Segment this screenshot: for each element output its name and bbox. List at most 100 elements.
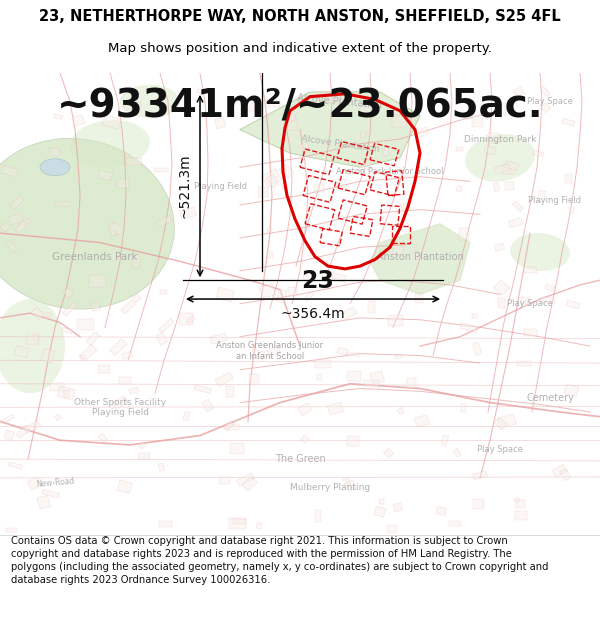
Bar — [315, 360, 331, 368]
Bar — [337, 141, 369, 164]
Bar — [42, 489, 60, 498]
Text: Anston Park Junior School: Anston Park Junior School — [336, 168, 444, 176]
Bar — [569, 207, 574, 213]
Bar — [2, 414, 14, 423]
Bar — [89, 274, 106, 287]
Text: Anston Plantation: Anston Plantation — [377, 252, 463, 262]
Bar — [287, 120, 297, 129]
Bar — [445, 102, 450, 112]
Bar — [249, 374, 259, 383]
Text: ~521.3m: ~521.3m — [178, 154, 192, 218]
Bar — [395, 354, 403, 359]
Bar — [501, 103, 506, 114]
Bar — [34, 335, 39, 341]
Bar — [210, 333, 227, 344]
Bar — [158, 318, 174, 333]
Bar — [508, 218, 523, 227]
Text: Play Space: Play Space — [527, 97, 573, 106]
Bar — [537, 190, 546, 202]
Bar — [566, 300, 580, 309]
Bar — [23, 421, 41, 434]
Bar — [514, 498, 520, 502]
Bar — [302, 274, 310, 283]
Bar — [262, 169, 282, 187]
Bar — [298, 402, 313, 416]
Text: ~356.4m: ~356.4m — [281, 307, 346, 321]
Ellipse shape — [70, 120, 150, 168]
Bar — [251, 349, 265, 359]
Bar — [256, 522, 262, 529]
Bar — [497, 414, 517, 428]
Bar — [117, 179, 129, 188]
Bar — [15, 221, 28, 233]
Bar — [62, 301, 78, 316]
Text: Play Space: Play Space — [507, 299, 553, 308]
Bar — [350, 216, 373, 236]
Bar — [545, 284, 555, 291]
Bar — [517, 361, 531, 366]
Bar — [259, 284, 275, 298]
Bar — [303, 176, 336, 203]
Bar — [397, 408, 404, 415]
Bar — [541, 297, 555, 302]
Bar — [215, 372, 234, 387]
Bar — [129, 388, 139, 394]
Bar — [267, 346, 281, 358]
Text: 23: 23 — [302, 269, 334, 293]
Bar — [55, 202, 70, 206]
Bar — [121, 300, 136, 314]
Bar — [493, 182, 500, 192]
Text: Anston Greenlands Junior
an Infant School: Anston Greenlands Junior an Infant Schoo… — [217, 341, 323, 361]
Bar — [288, 287, 297, 296]
Polygon shape — [240, 92, 420, 168]
Bar — [132, 294, 141, 302]
Bar — [98, 171, 113, 181]
Bar — [456, 186, 463, 192]
Bar — [346, 480, 356, 491]
Bar — [494, 280, 510, 295]
Bar — [358, 102, 374, 118]
Bar — [460, 322, 478, 332]
Bar — [541, 102, 551, 112]
Bar — [121, 351, 133, 359]
Bar — [64, 391, 69, 398]
Ellipse shape — [0, 299, 65, 393]
Bar — [513, 87, 525, 98]
Bar — [110, 222, 124, 235]
Bar — [0, 222, 11, 232]
Bar — [5, 241, 17, 252]
Bar — [392, 245, 404, 256]
Bar — [347, 352, 360, 356]
Bar — [119, 377, 131, 384]
Bar — [565, 174, 572, 183]
Bar — [374, 506, 386, 517]
Bar — [512, 201, 524, 211]
Bar — [214, 118, 226, 129]
Bar — [347, 436, 359, 446]
Bar — [80, 354, 85, 359]
Bar — [472, 314, 477, 318]
Bar — [413, 251, 419, 259]
Bar — [124, 102, 142, 111]
Bar — [441, 435, 449, 446]
Bar — [386, 171, 404, 196]
Bar — [126, 158, 142, 166]
Text: Playing Field: Playing Field — [529, 196, 581, 205]
Bar — [16, 425, 30, 438]
Bar — [456, 148, 463, 151]
Bar — [216, 288, 235, 302]
Bar — [91, 302, 101, 311]
Bar — [79, 344, 97, 361]
Bar — [515, 511, 527, 520]
Bar — [338, 200, 367, 224]
Bar — [488, 133, 500, 142]
Text: Greenlands Park: Greenlands Park — [52, 252, 138, 262]
Bar — [53, 114, 63, 119]
Text: Dinnington Park: Dinnington Park — [464, 134, 536, 144]
Bar — [186, 316, 196, 324]
Ellipse shape — [0, 138, 175, 309]
Bar — [27, 477, 41, 490]
Bar — [8, 462, 23, 469]
Text: Play Space: Play Space — [477, 445, 523, 454]
Bar — [314, 184, 324, 192]
